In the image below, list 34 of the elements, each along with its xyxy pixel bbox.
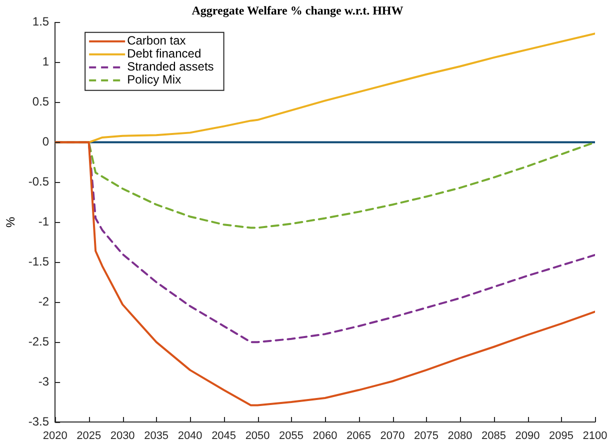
x-tick-label: 2035 [144,430,169,442]
y-tick-label: -1.5 [28,254,50,268]
x-tick-label: 2070 [380,430,405,442]
legend-label: Carbon tax [127,34,186,48]
y-tick-label: 0.5 [32,94,50,109]
y-tick-label: 0 [42,134,50,149]
y-tick-label: -2 [38,294,50,308]
y-tick-label: -0.5 [28,174,50,189]
x-tick-label: 2055 [279,430,304,442]
y-tick-label: -1 [38,214,50,229]
x-tick-label: 2065 [346,430,372,442]
legend-label: Stranded assets [127,60,214,74]
y-tick-label: 1.5 [32,14,50,29]
x-tick-label: 2050 [245,430,270,442]
x-tick-label: 2075 [414,430,439,442]
x-tick-label: 2080 [448,430,472,442]
x-tick-label: 2045 [212,430,236,442]
legend-label: Debt financed [127,46,202,61]
y-tick-label: -3 [38,374,50,388]
x-tick-label: 2030 [110,430,135,442]
x-tick-label: 2085 [482,430,506,442]
x-tick-label: 2025 [76,430,102,442]
x-tick-label: 2100 [582,430,608,442]
x-tick-label: 2095 [549,430,574,442]
y-tick-label: -3.5 [28,414,50,428]
x-tick-label: 2020 [42,430,68,442]
chart-title: Aggregate Welfare % change w.r.t. HHW [192,3,404,18]
x-tick-label: 2040 [178,430,202,442]
y-axis-title: % [4,216,18,228]
legend-label: Policy Mix [127,72,182,87]
y-tick-label: -2.5 [28,334,50,348]
x-tick-label: 2060 [312,430,338,442]
y-tick-label: 1 [42,54,50,69]
x-tick-label: 2090 [515,430,540,442]
